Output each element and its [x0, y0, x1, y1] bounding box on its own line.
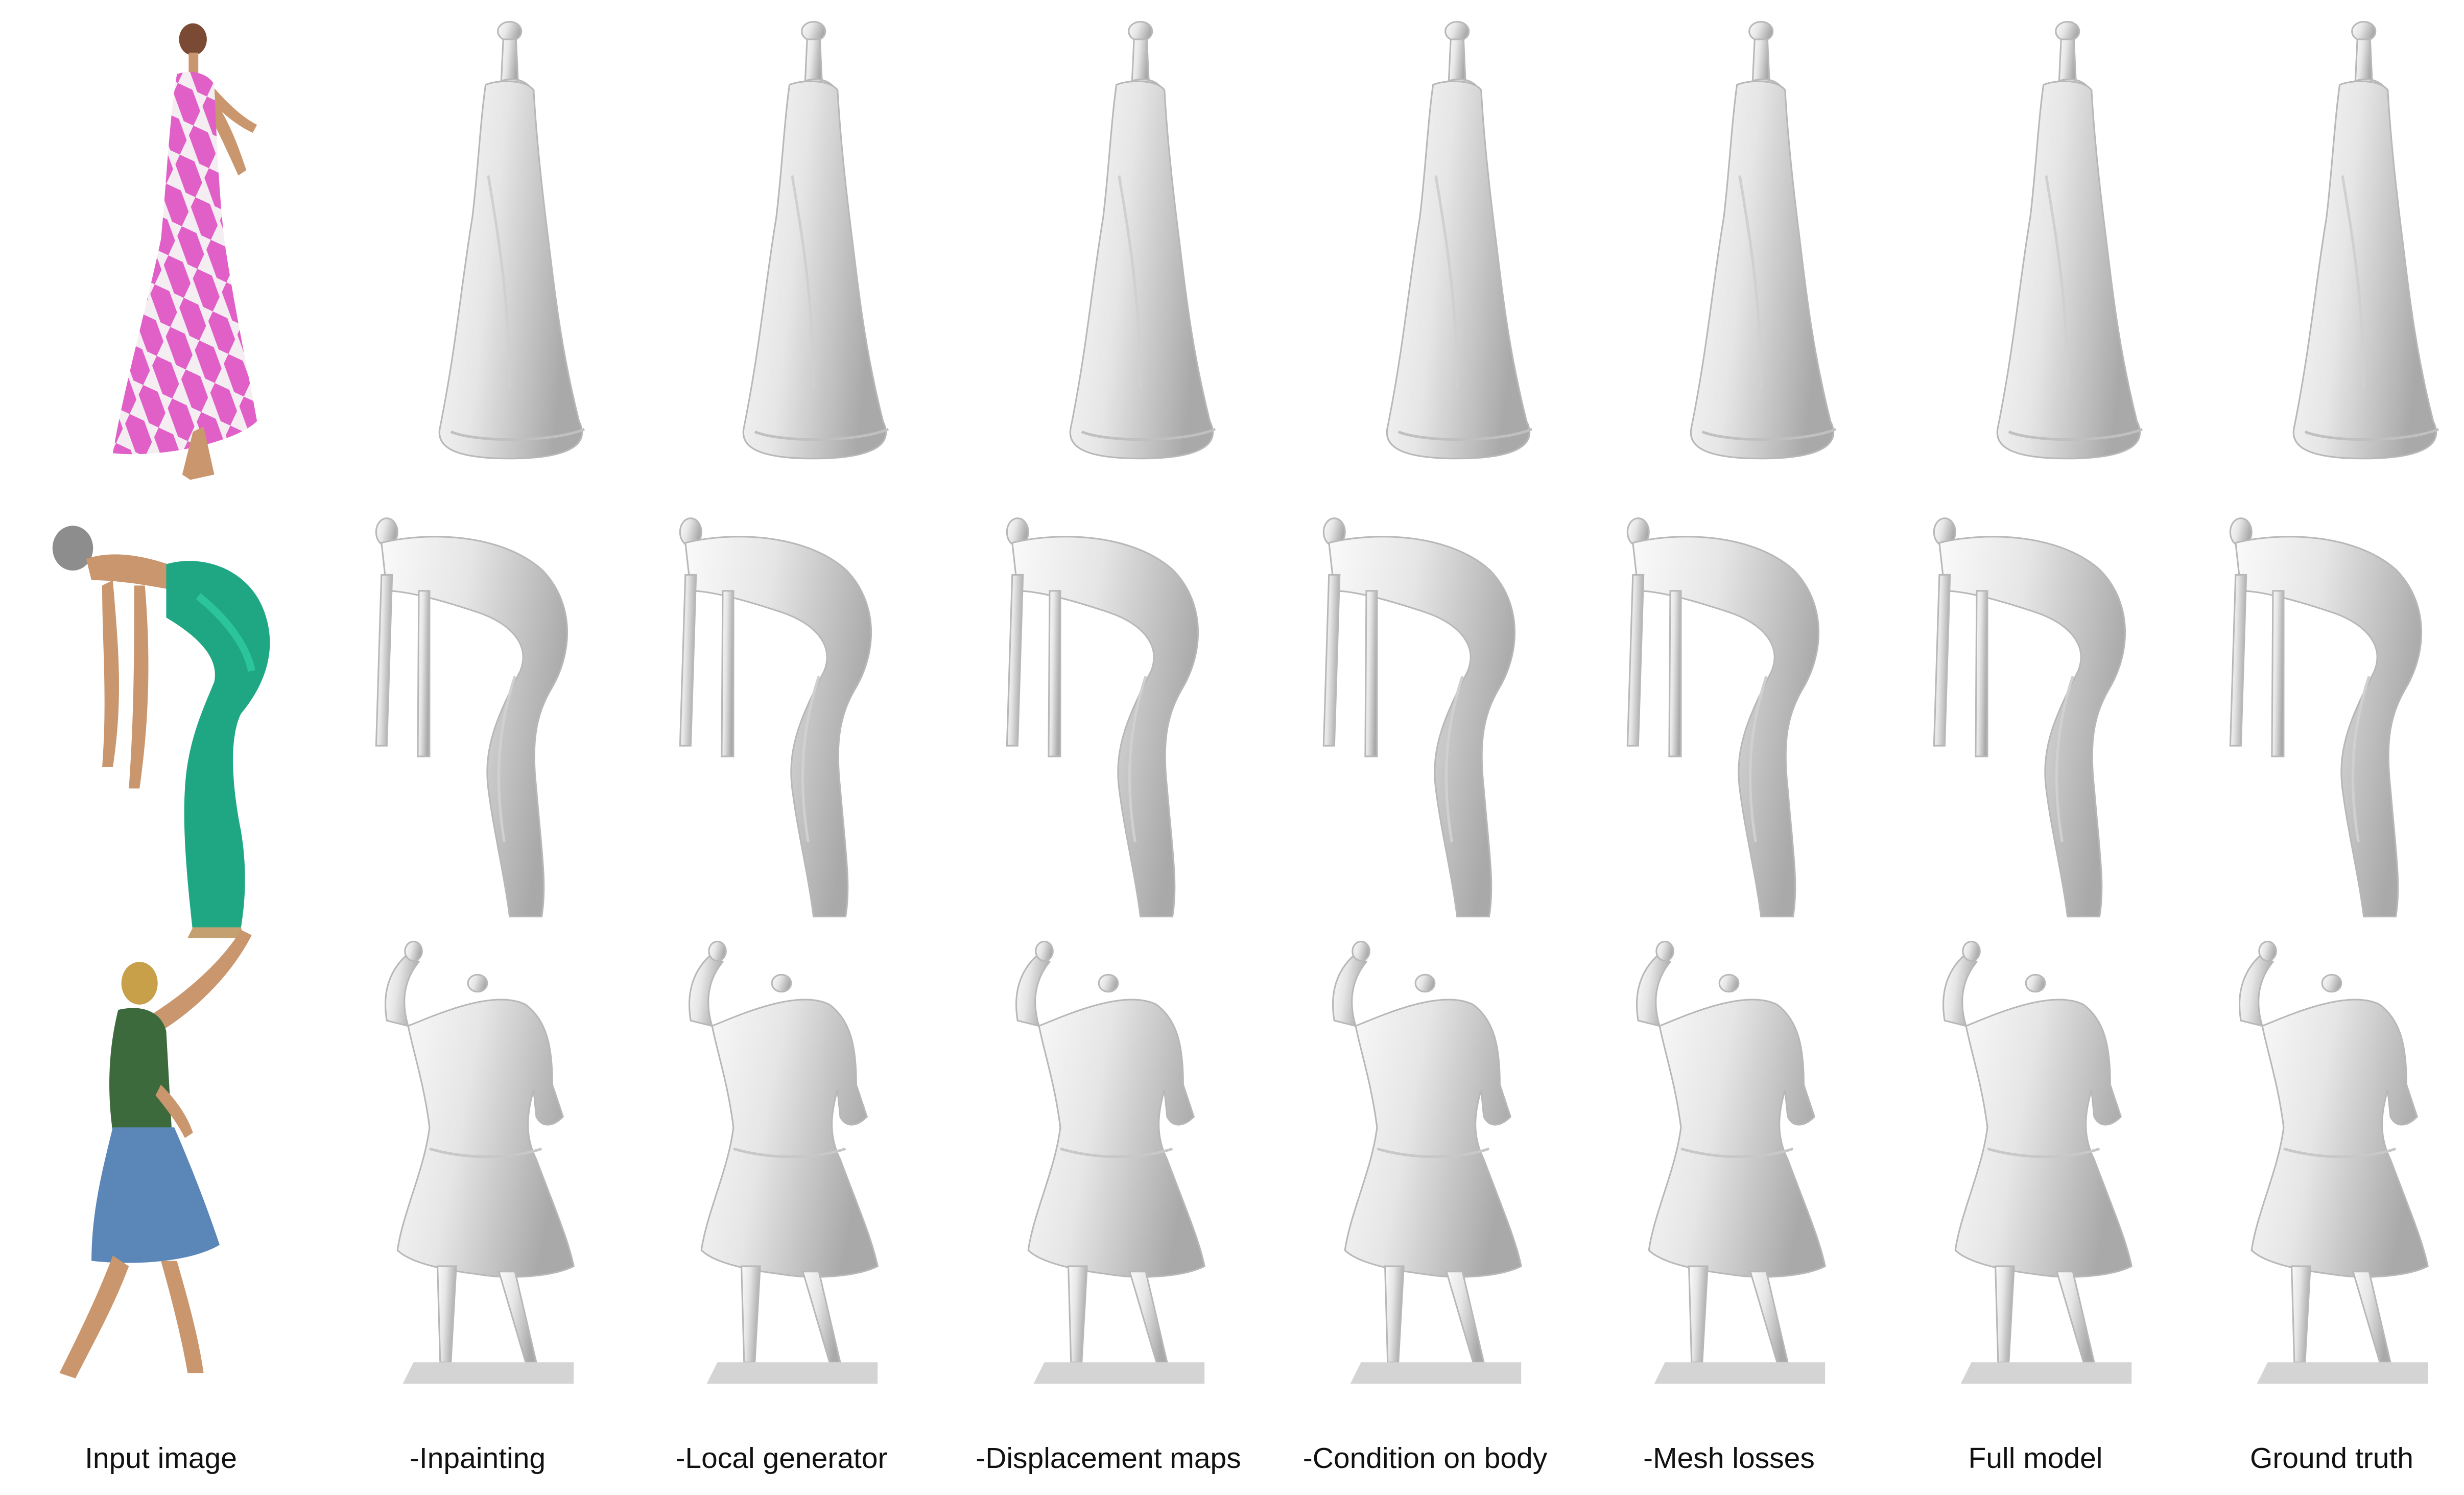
mesh-reconstruction	[1576, 511, 1882, 981]
mesh-reconstruction	[1882, 511, 2189, 981]
mesh-reconstruction	[1272, 15, 1578, 485]
figure-row	[0, 924, 2464, 1394]
caption-ground-truth: Ground truth	[2249, 1442, 2413, 1475]
mesh-reconstruction	[1882, 924, 2189, 1394]
mesh-reconstruction	[1576, 924, 1882, 1394]
figure-row	[0, 15, 2464, 485]
mesh-reconstruction	[1576, 15, 1882, 485]
mesh-reconstruction	[955, 511, 1262, 981]
mesh-reconstruction	[628, 511, 935, 981]
mesh-reconstruction	[955, 15, 1262, 485]
caption-mesh-losses: -Mesh losses	[1643, 1442, 1815, 1475]
column-captions: Input image -Inpainting -Local generator…	[0, 1433, 2464, 1484]
mesh-reconstruction	[955, 924, 1262, 1394]
mesh-reconstruction	[324, 15, 631, 485]
mesh-reconstruction	[2178, 15, 2464, 485]
caption-input-image: Input image	[85, 1442, 237, 1475]
mesh-reconstruction	[1272, 924, 1578, 1394]
caption-inpainting: -Inpainting	[409, 1442, 546, 1475]
mesh-reconstruction	[2178, 511, 2464, 981]
mesh-reconstruction	[628, 15, 935, 485]
caption-local-generator: -Local generator	[675, 1442, 888, 1475]
figure-row	[0, 511, 2464, 981]
caption-full-model: Full model	[1968, 1442, 2103, 1475]
input-image-render	[8, 511, 314, 981]
caption-displacement-maps: -Displacement maps	[976, 1442, 1241, 1475]
mesh-reconstruction	[628, 924, 935, 1394]
input-image-render	[8, 924, 314, 1394]
mesh-reconstruction	[2178, 924, 2464, 1394]
mesh-reconstruction	[1882, 15, 2189, 485]
mesh-reconstruction	[1272, 511, 1578, 981]
mesh-reconstruction	[324, 511, 631, 981]
input-image-render	[8, 15, 314, 485]
mesh-reconstruction	[324, 924, 631, 1394]
caption-condition-on-body: -Condition on body	[1302, 1442, 1548, 1475]
